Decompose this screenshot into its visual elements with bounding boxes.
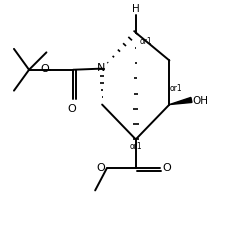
Text: O: O <box>96 162 105 172</box>
Text: O: O <box>40 64 49 74</box>
Text: or1: or1 <box>139 37 152 46</box>
Text: or1: or1 <box>169 83 182 92</box>
Text: O: O <box>68 103 76 113</box>
Text: OH: OH <box>193 95 209 106</box>
Text: N: N <box>97 63 105 73</box>
Text: O: O <box>162 162 171 172</box>
Text: or1: or1 <box>129 141 142 150</box>
Text: H: H <box>132 4 140 14</box>
Polygon shape <box>169 98 192 105</box>
